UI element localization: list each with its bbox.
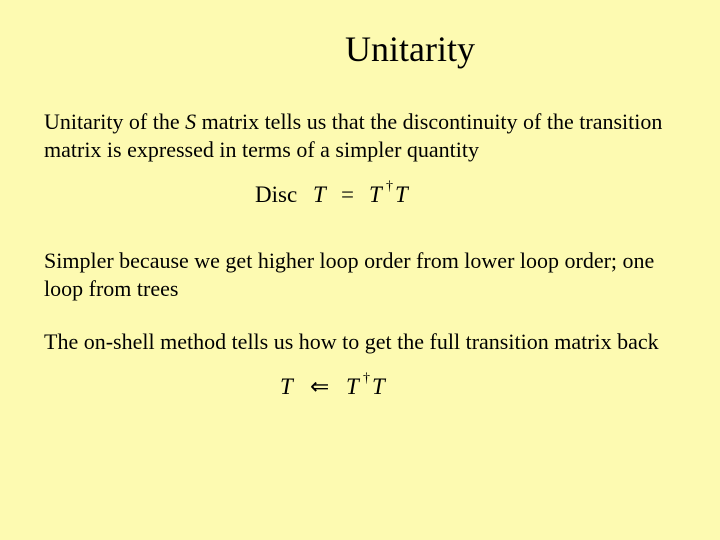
- eq2-T2: T: [372, 374, 387, 399]
- eq2-T1: T: [280, 374, 295, 399]
- eq1-T2: T: [395, 182, 410, 207]
- eq2-arrow: ⇐: [310, 374, 329, 399]
- eq1-equals: =: [341, 182, 354, 207]
- paragraph-3: The on-shell method tells us how to get …: [44, 328, 676, 356]
- slide: Unitarity Unitarity of the S matrix tell…: [0, 0, 720, 540]
- eq1-Tdag: T: [369, 182, 384, 207]
- eq1-disc: Disc: [255, 182, 297, 207]
- eq1-T1: T: [313, 182, 328, 207]
- para1-s-matrix: S: [185, 109, 196, 134]
- paragraph-2: Simpler because we get higher loop order…: [44, 247, 676, 303]
- para1-pre: Unitarity of the: [44, 109, 185, 134]
- equation-1: Disc T = T † T: [44, 178, 676, 217]
- paragraph-1: Unitarity of the S matrix tells us that …: [44, 108, 676, 164]
- eq2-Tdag: T: [346, 374, 361, 399]
- slide-title: Unitarity: [44, 28, 676, 70]
- equation-2: T ⇐ T † T: [44, 370, 676, 409]
- eq2-dagger: †: [363, 371, 370, 386]
- eq1-dagger: †: [386, 179, 393, 194]
